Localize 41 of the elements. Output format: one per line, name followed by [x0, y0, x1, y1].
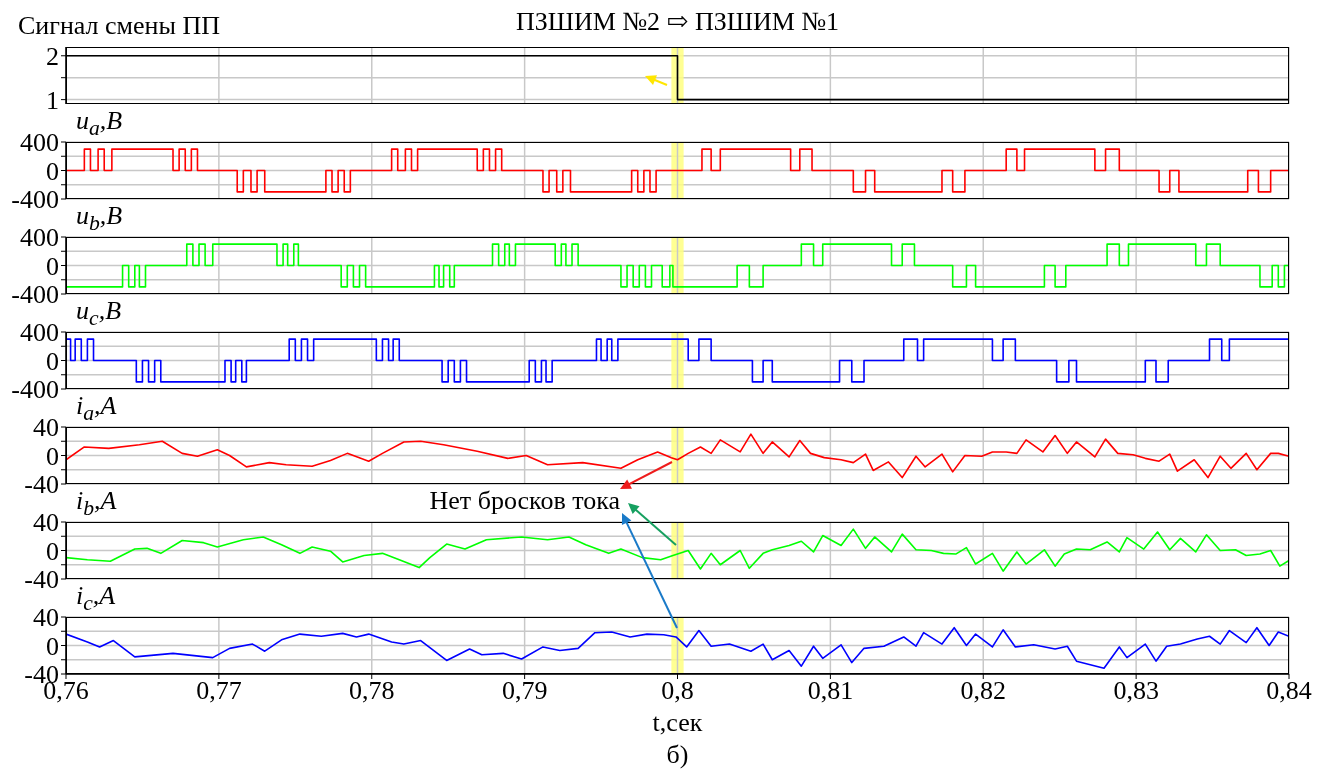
- y-tick-label: 0: [46, 156, 59, 186]
- x-tick-label: 0,77: [196, 676, 242, 706]
- chart-title: ПЗШИМ №2 ⇨ ПЗШИМ №1: [515, 7, 840, 36]
- x-tick-label: 0,8: [661, 676, 694, 706]
- y-tick-label: 0: [46, 536, 59, 566]
- y-tick-label: -400: [11, 280, 59, 310]
- x-tick-label: 0,78: [349, 676, 395, 706]
- y-tick-label: 0: [46, 346, 59, 376]
- y-axis-title: u$_{c}$,В: [76, 296, 122, 333]
- x-axis-title: t,сек: [651, 708, 704, 738]
- y-tick-label: 40: [33, 508, 59, 538]
- y-tick-label: 400: [20, 128, 59, 158]
- x-tick-label: 0,84: [1266, 676, 1312, 706]
- y-tick-label: 0: [46, 631, 59, 661]
- y-tick-label: -400: [11, 185, 59, 215]
- text: б): [665, 740, 690, 770]
- y-axis-title: i$_{a}$,A: [76, 391, 117, 428]
- y-axis-title: i$_{c}$,A: [76, 581, 116, 618]
- y-axis-title: u$_{b}$,В: [76, 201, 123, 238]
- y-axis-title: u$_{a}$,В: [76, 106, 123, 143]
- x-tick-label: 0,81: [807, 676, 854, 706]
- x-tick-label: 0,83: [1113, 676, 1159, 706]
- x-tick-label: 0,82: [960, 676, 1006, 706]
- y-tick-label: 400: [20, 223, 59, 253]
- y-tick-label: 400: [20, 318, 59, 348]
- text: Нет бросков тока: [429, 486, 620, 515]
- y-tick-label: 1: [46, 85, 59, 115]
- y-tick-label: 0: [46, 251, 59, 281]
- y-tick-label: -40: [24, 565, 59, 595]
- y-tick-label: 40: [33, 603, 59, 633]
- y-tick-label: 40: [33, 413, 59, 443]
- y-tick-label: 2: [46, 42, 59, 71]
- line-series: [66, 626, 1289, 670]
- y-tick-label: 0: [46, 441, 59, 471]
- y-axis-title: i$_{b}$,A: [76, 486, 117, 523]
- y-tick-label: -40: [24, 470, 59, 500]
- line-series: [66, 433, 1289, 479]
- y-axis-title: Сигнал смены ПП: [18, 11, 221, 41]
- x-tick-label: 0,79: [501, 676, 548, 706]
- y-tick-label: -400: [11, 375, 59, 405]
- line-series: [66, 528, 1289, 572]
